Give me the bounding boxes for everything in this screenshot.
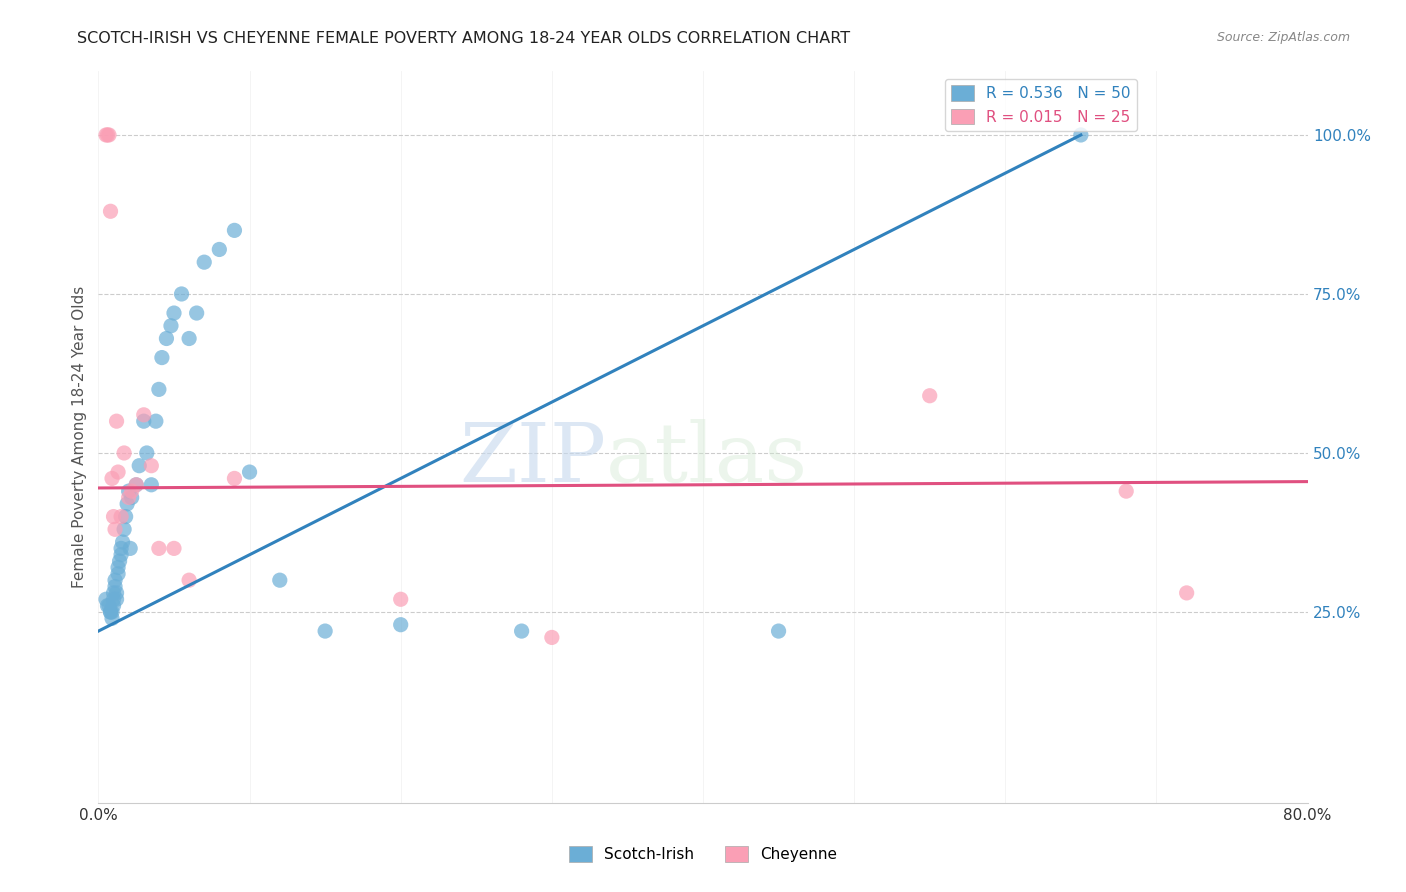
Point: [160, 318, 183, 333]
Point: [1115, 484, 1137, 499]
Point: [98, 599, 121, 613]
Point: [224, 223, 246, 237]
Point: [104, 580, 127, 594]
Point: [121, 484, 143, 499]
Point: [101, 471, 124, 485]
Point: [150, 351, 173, 365]
Point: [96, 599, 118, 613]
Point: [94, 128, 117, 142]
Point: [193, 255, 215, 269]
Point: [112, 522, 135, 536]
Point: [145, 414, 167, 428]
Point: [101, 605, 124, 619]
Point: [104, 522, 127, 536]
Point: [103, 599, 125, 613]
Y-axis label: Female Poverty Among 18-24 Year Olds: Female Poverty Among 18-24 Year Olds: [72, 286, 87, 588]
Point: [120, 541, 142, 556]
Point: [107, 566, 129, 581]
Point: [179, 331, 201, 345]
Point: [389, 592, 412, 607]
Point: [105, 586, 128, 600]
Point: [141, 477, 163, 491]
Point: [100, 204, 122, 219]
Point: [105, 592, 128, 607]
Text: Source: ZipAtlas.com: Source: ZipAtlas.com: [1216, 31, 1350, 45]
Point: [115, 497, 138, 511]
Text: SCOTCH-IRISH VS CHEYENNE FEMALE POVERTY AMONG 18-24 YEAR OLDS CORRELATION CHART: SCOTCH-IRISH VS CHEYENNE FEMALE POVERTY …: [77, 31, 851, 46]
Point: [108, 554, 131, 568]
Point: [103, 586, 125, 600]
Point: [110, 509, 132, 524]
Point: [163, 541, 186, 556]
Point: [118, 491, 141, 505]
Point: [224, 471, 246, 485]
Point: [141, 458, 163, 473]
Point: [1070, 128, 1092, 142]
Text: atlas: atlas: [606, 419, 808, 499]
Point: [148, 383, 170, 397]
Text: ZIP: ZIP: [460, 419, 606, 499]
Point: [118, 484, 141, 499]
Point: [103, 592, 125, 607]
Point: [112, 446, 135, 460]
Point: [132, 408, 155, 422]
Point: [269, 573, 291, 587]
Point: [110, 548, 132, 562]
Point: [239, 465, 262, 479]
Point: [114, 509, 136, 524]
Point: [94, 592, 117, 607]
Point: [163, 306, 186, 320]
Point: [314, 624, 336, 638]
Point: [135, 446, 157, 460]
Point: [179, 573, 201, 587]
Point: [96, 128, 118, 142]
Point: [1175, 586, 1198, 600]
Point: [105, 414, 128, 428]
Point: [107, 560, 129, 574]
Point: [132, 414, 155, 428]
Point: [100, 605, 122, 619]
Point: [128, 458, 150, 473]
Point: [101, 611, 124, 625]
Point: [155, 331, 177, 345]
Point: [540, 631, 562, 645]
Point: [110, 541, 132, 556]
Point: [125, 477, 148, 491]
Point: [100, 605, 122, 619]
Point: [121, 491, 143, 505]
Point: [111, 535, 134, 549]
Legend: R = 0.536   N = 50, R = 0.015   N = 25: R = 0.536 N = 50, R = 0.015 N = 25: [945, 79, 1136, 131]
Point: [510, 624, 533, 638]
Point: [389, 617, 412, 632]
Point: [148, 541, 170, 556]
Point: [918, 389, 941, 403]
Point: [186, 306, 208, 320]
Point: [208, 243, 231, 257]
Point: [104, 573, 127, 587]
Point: [125, 477, 148, 491]
Point: [170, 287, 193, 301]
Point: [107, 465, 129, 479]
Point: [98, 128, 121, 142]
Point: [768, 624, 790, 638]
Point: [103, 509, 125, 524]
